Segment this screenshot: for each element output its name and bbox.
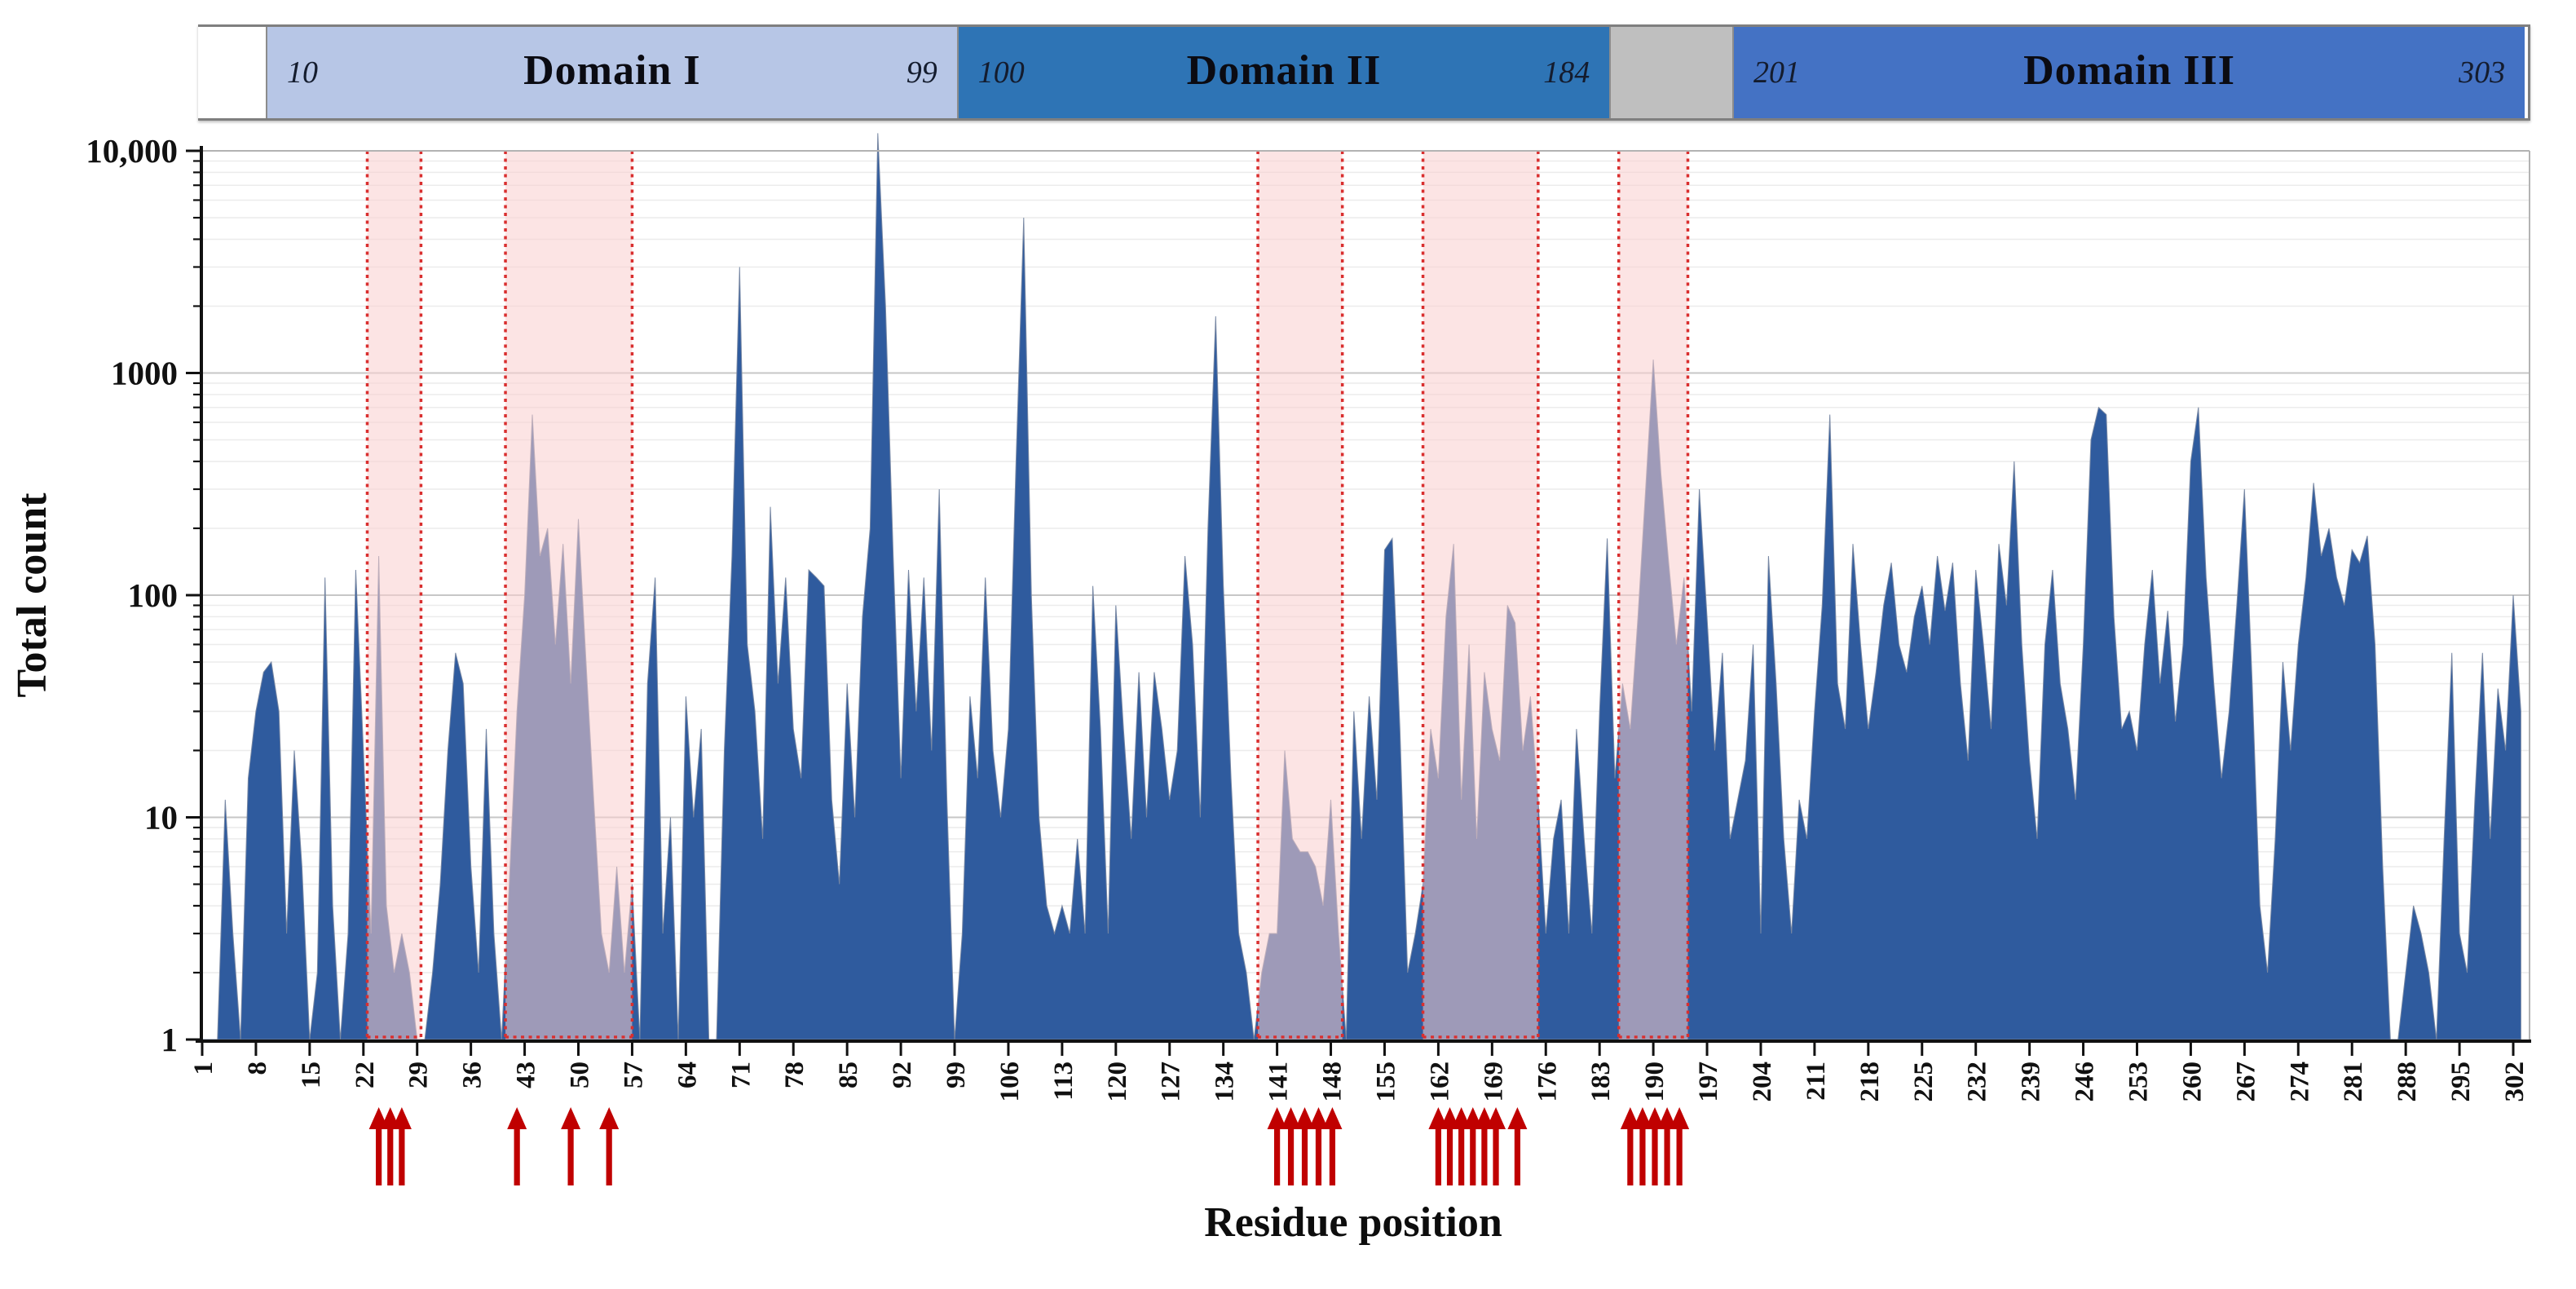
x-tick-label: 246 xyxy=(2071,1062,2100,1102)
x-tick-label: 267 xyxy=(2231,1062,2261,1102)
x-tick-label: 239 xyxy=(2017,1062,2046,1102)
domain-segment-linker xyxy=(198,27,268,118)
x-tick-label: 232 xyxy=(1963,1062,1992,1102)
x-tick-label: 225 xyxy=(1909,1062,1939,1102)
x-tick-label: 71 xyxy=(726,1062,756,1088)
x-tick-label: 148 xyxy=(1318,1062,1348,1102)
domain-name: Domain III xyxy=(2023,47,2236,95)
x-tick-label: 253 xyxy=(2124,1062,2154,1102)
mutation-arrow-icon xyxy=(1281,1107,1301,1185)
mutation-arrow-icon xyxy=(1507,1107,1528,1185)
x-tick-label: 43 xyxy=(512,1062,541,1088)
highlight-band xyxy=(1258,151,1343,1040)
x-tick-label: 1 xyxy=(189,1062,218,1075)
y-tick-labels: 10,000 1000 100 10 1 xyxy=(86,132,178,1058)
y-tick-label: 10 xyxy=(144,799,178,837)
mutation-arrow-icon xyxy=(1308,1107,1329,1185)
x-tick-label: 85 xyxy=(834,1062,863,1088)
x-tick-label: 176 xyxy=(1533,1062,1562,1102)
domain-end-residue: 303 xyxy=(2459,55,2506,90)
y-axis-title: Total count xyxy=(9,492,55,698)
x-tick-label: 127 xyxy=(1157,1062,1186,1102)
domain-end-residue: 99 xyxy=(906,55,937,90)
x-tick-label: 281 xyxy=(2339,1062,2368,1102)
x-tick-label: 169 xyxy=(1479,1062,1508,1102)
mutation-arrow-icon xyxy=(561,1107,581,1185)
x-tick-label: 134 xyxy=(1211,1062,1240,1102)
mutation-arrow-icon xyxy=(1620,1107,1640,1185)
x-tick-label: 92 xyxy=(888,1062,917,1088)
x-tick-label: 8 xyxy=(243,1062,272,1075)
x-tick-label: 183 xyxy=(1586,1062,1616,1102)
mutation-arrow-icon xyxy=(391,1107,412,1185)
x-tick-label: 36 xyxy=(458,1062,487,1088)
domain-segment-domain-ii: 100 184 Domain II xyxy=(958,27,1612,118)
x-tick-label: 302 xyxy=(2500,1062,2530,1102)
highlight-band xyxy=(1618,151,1688,1040)
domain-start-residue: 201 xyxy=(1753,55,1800,90)
mutation-arrow-icon xyxy=(1670,1107,1690,1185)
x-tick-label: 260 xyxy=(2177,1062,2207,1102)
x-tick-label: 197 xyxy=(1694,1062,1723,1102)
x-tick-label: 162 xyxy=(1425,1062,1454,1102)
mutation-arrow-icon xyxy=(1632,1107,1652,1185)
y-tick-label: 1 xyxy=(161,1021,179,1058)
x-tick-label: 120 xyxy=(1103,1062,1132,1102)
y-tick-label: 1000 xyxy=(111,355,178,392)
domain-end-residue: 184 xyxy=(1543,55,1590,90)
mutation-arrow-icon xyxy=(1322,1107,1343,1185)
x-tick-label: 57 xyxy=(619,1062,648,1088)
x-tick-label: 155 xyxy=(1372,1062,1401,1102)
x-axis-title: Residue position xyxy=(1204,1199,1502,1246)
x-tick-label: 15 xyxy=(297,1062,326,1088)
mutation-arrow-icon xyxy=(1645,1107,1665,1185)
highlight-bands xyxy=(365,151,1690,1040)
mutation-arrow-icon xyxy=(1267,1107,1287,1185)
domain-segment-domain-iii: 201 303 Domain III xyxy=(1734,27,2525,118)
mutation-arrow-icon xyxy=(1657,1107,1678,1185)
x-tick-label: 274 xyxy=(2285,1062,2314,1102)
mutation-arrow-icon xyxy=(1486,1107,1506,1185)
x-tick-label: 78 xyxy=(780,1062,809,1088)
x-tick-label: 141 xyxy=(1264,1062,1294,1102)
axes xyxy=(186,146,2531,1056)
x-tick-label: 211 xyxy=(1802,1062,1831,1101)
domain-name: Domain I xyxy=(523,47,701,95)
x-tick-label: 22 xyxy=(351,1062,380,1088)
domain-segment-domain-i: 10 99 Domain I xyxy=(267,27,959,118)
x-tick-label: 288 xyxy=(2393,1062,2422,1102)
highlight-band xyxy=(367,151,421,1040)
mutation-arrow-icon xyxy=(507,1107,527,1185)
x-tick-label: 204 xyxy=(1748,1062,1777,1102)
mutation-arrow-icon xyxy=(599,1107,620,1185)
x-tick-label: 113 xyxy=(1049,1062,1078,1101)
mutation-arrows xyxy=(368,1107,1690,1185)
highlight-band xyxy=(505,151,633,1040)
domain-start-residue: 10 xyxy=(287,55,319,90)
x-tick-label: 190 xyxy=(1640,1062,1670,1102)
x-tick-label: 106 xyxy=(995,1062,1025,1102)
x-tick-label: 218 xyxy=(1855,1062,1885,1102)
domain-name: Domain II xyxy=(1186,47,1382,95)
domain-segment-linker xyxy=(1611,27,1734,118)
x-tick-label: 295 xyxy=(2446,1062,2476,1102)
x-tick-label: 50 xyxy=(566,1062,595,1088)
domain-bar: 10 99 Domain I 100 184 Domain II 201 303 Domain … xyxy=(198,24,2530,121)
x-tick-label: 64 xyxy=(673,1062,702,1088)
domain-start-residue: 100 xyxy=(977,55,1025,90)
y-tick-label: 100 xyxy=(128,576,179,614)
x-tick-label: 29 xyxy=(404,1062,434,1088)
x-tick-labels: 1 8 15 22 29 36 43 50 57 64 71 78 85 92 99 106 113 120 127… xyxy=(189,1062,2530,1102)
mutation-arrow-icon xyxy=(1295,1107,1315,1185)
highlight-band xyxy=(1423,151,1538,1040)
x-tick-label: 99 xyxy=(942,1062,971,1088)
y-tick-label: 10,000 xyxy=(86,132,178,170)
